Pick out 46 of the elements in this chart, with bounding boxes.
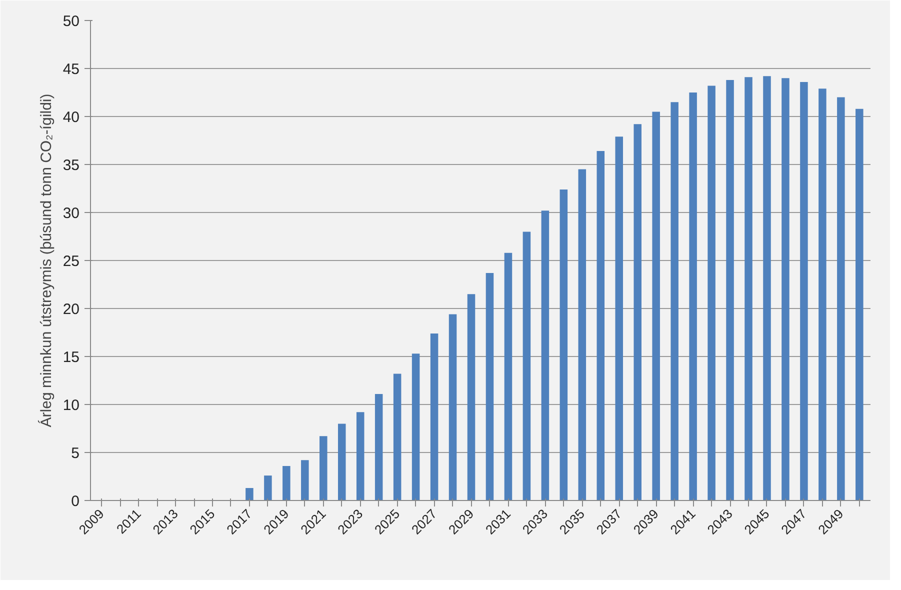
bar xyxy=(522,232,531,500)
bar xyxy=(560,189,568,500)
bar xyxy=(856,108,864,500)
y-tick-label: 5 xyxy=(71,445,80,462)
bar xyxy=(393,374,402,500)
y-tick-label: 10 xyxy=(62,397,80,414)
bar xyxy=(448,314,457,500)
bar xyxy=(818,88,826,500)
bar xyxy=(837,97,845,500)
bar xyxy=(744,77,752,500)
bar xyxy=(504,252,512,500)
bar xyxy=(412,354,420,500)
bar xyxy=(282,466,290,500)
bar xyxy=(467,294,476,500)
bar xyxy=(246,488,254,500)
y-tick-label: 50 xyxy=(62,13,80,30)
bar xyxy=(615,136,624,500)
bar xyxy=(634,124,642,500)
y-tick-label: 40 xyxy=(62,109,80,126)
bar xyxy=(356,412,364,500)
bar xyxy=(320,436,328,500)
bar xyxy=(578,169,586,500)
bar xyxy=(301,460,309,500)
y-tick-label: 20 xyxy=(62,301,80,318)
bar xyxy=(486,272,494,500)
bar xyxy=(726,80,734,500)
y-tick-label: 45 xyxy=(62,61,80,78)
bar xyxy=(670,102,678,500)
bar xyxy=(800,82,808,500)
y-tick-label: 25 xyxy=(62,253,80,270)
y-tick-label: 30 xyxy=(62,205,80,222)
bar xyxy=(782,78,790,500)
bar xyxy=(763,76,771,500)
bar xyxy=(652,112,660,500)
bar xyxy=(430,333,438,500)
bar xyxy=(689,92,697,500)
y-tick-label: 0 xyxy=(71,493,80,510)
y-tick-label: 35 xyxy=(62,157,80,174)
bar xyxy=(338,424,346,500)
y-tick-label: 15 xyxy=(62,349,80,366)
bar xyxy=(596,151,605,500)
bar xyxy=(374,394,383,500)
bar xyxy=(708,86,716,500)
bar xyxy=(541,210,550,500)
y-axis-title: Árleg minnkun útstreymis (þúsund tonn CO₂-ígildi) xyxy=(36,94,55,428)
bar xyxy=(264,476,272,500)
